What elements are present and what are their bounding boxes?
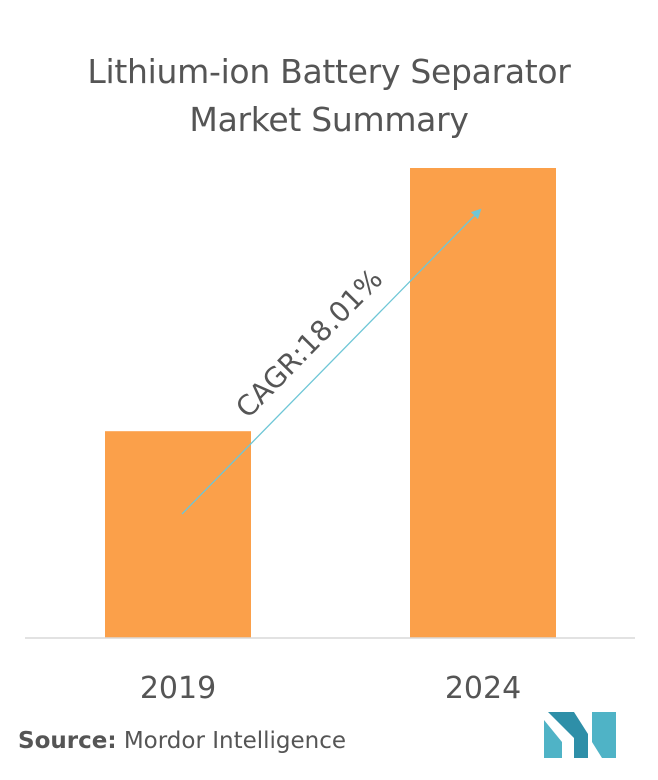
source-label: Source:: [18, 728, 117, 754]
chart-title: Lithium-ion Battery Separator Market Sum…: [0, 48, 658, 144]
cagr-annotation: CAGR:18.01%: [229, 262, 389, 424]
source-value: Mordor Intelligence: [123, 728, 347, 754]
mordor-intelligence-logo-icon: [544, 712, 616, 758]
x-tick-labels-group: 2019 2024: [140, 671, 521, 700]
source-note: Source: Mordor Intelligence: [18, 728, 346, 754]
x-tick-label-2019: 2019: [140, 671, 216, 700]
bar-2019: [105, 431, 251, 638]
bar-2024: [410, 168, 556, 638]
x-tick-label-2024: 2024: [445, 671, 521, 700]
bars-group: [105, 168, 556, 638]
bar-chart: 2019 2024 CAGR:18.01%: [25, 168, 635, 700]
cagr-arrow: [181, 208, 482, 515]
chart-title-line1: Lithium-ion Battery Separator: [87, 52, 571, 91]
chart-title-line2: Market Summary: [189, 100, 469, 139]
